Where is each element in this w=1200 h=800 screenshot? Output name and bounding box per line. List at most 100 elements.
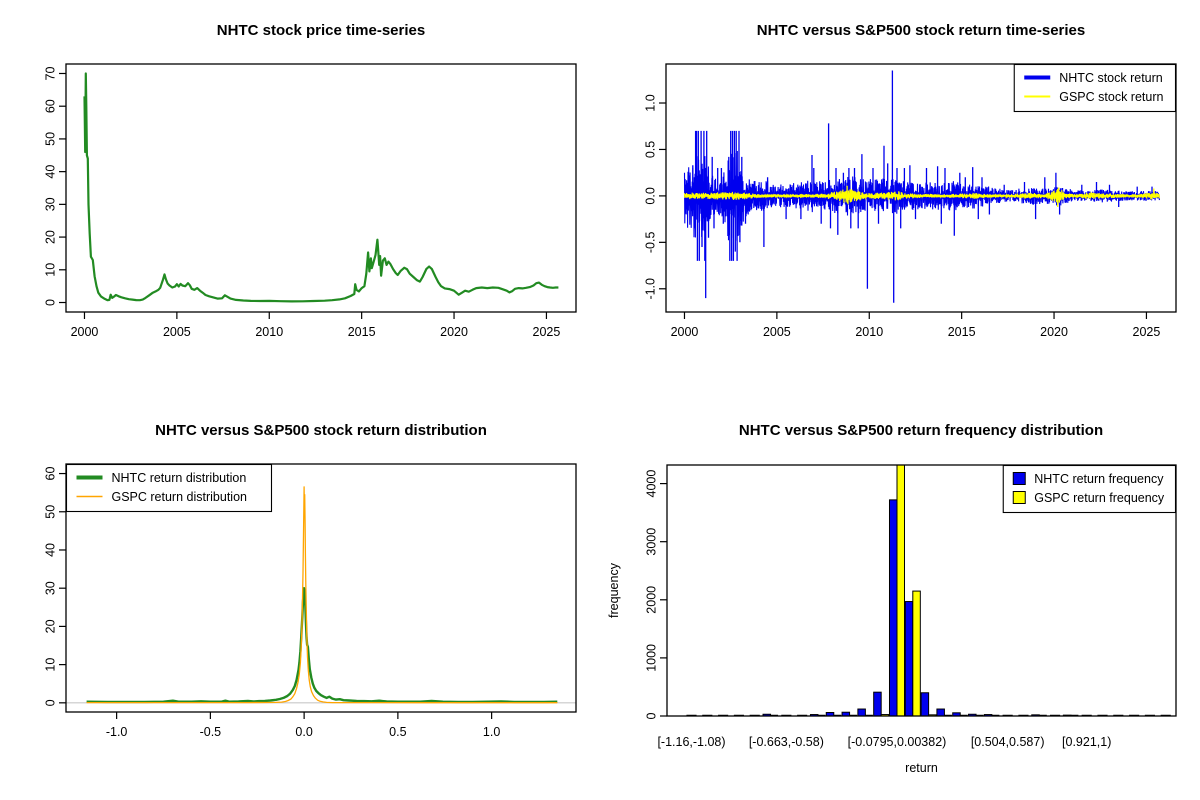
chart-price-panel: NHTC stock price time-series 0 10 20 30 40 50…: [0, 0, 600, 400]
legend-label: GSPC return frequency: [1034, 491, 1165, 505]
y-tick-label: 4000: [644, 470, 658, 498]
x-axis-label: return: [905, 761, 938, 775]
hist-bar: [983, 714, 993, 716]
x-tick-label: 2005: [763, 325, 791, 339]
x-tick-label: [-0.0795,0.00382): [848, 735, 947, 749]
series-spikes: [692, 70, 1153, 303]
y-tick-label: 0: [644, 712, 658, 719]
series-nhtc-stock-price: [83, 72, 559, 303]
x-tick-label: 0.0: [295, 725, 312, 739]
legend-box-swatch: [1012, 491, 1026, 504]
y-tick-label: 2000: [644, 586, 658, 614]
plot-box: [666, 464, 1177, 717]
series-group: [86, 486, 558, 704]
x-tick-label: 2025: [1133, 325, 1161, 339]
series-group: [83, 72, 559, 303]
hist-bar: [841, 711, 851, 716]
y-tick-label: 0.0: [643, 187, 657, 204]
legend-label: GSPC stock return: [1059, 90, 1163, 104]
plot-box: [665, 63, 1177, 313]
x-tick-label: 2000: [71, 325, 99, 339]
x-tick-label: 2015: [348, 325, 376, 339]
y-tick-label: 20: [43, 619, 57, 633]
legend-label: NHTC return frequency: [1034, 472, 1164, 486]
series-spikes: [846, 185, 1155, 207]
y-tick-label: 40: [43, 165, 57, 179]
legend: NHTC return distribution GSPC return dist…: [65, 463, 273, 513]
y-tick-label: 0: [43, 299, 57, 306]
chart-density-panel: NHTC versus S&P500 stock return distribu…: [0, 400, 600, 800]
y-tick-label: 40: [43, 543, 57, 557]
y-tick-label: 1000: [644, 644, 658, 672]
x-tick-label: 2020: [440, 325, 468, 339]
chart-title-price: NHTC stock price time-series: [216, 22, 426, 39]
chart-title-returns: NHTC versus S&P500 stock return time-ser…: [756, 22, 1086, 39]
y-tick-label: 20: [43, 230, 57, 244]
y-tick-label: 70: [43, 66, 57, 80]
y-tick-label: 50: [43, 505, 57, 519]
legend: NHTC return frequency GSPC return frequen…: [1002, 464, 1177, 514]
axes: 0 10 20 30 40 50 60 70 2000 2005 2010 2015 2020 2025: [43, 66, 560, 339]
axes: 0 1000 2000 3000 4000 frequency return [-1.16,-…: [607, 470, 1111, 775]
legend-label: NHTC stock return: [1059, 71, 1163, 85]
hist-bar: [857, 708, 866, 716]
x-tick-label: 2010: [255, 325, 283, 339]
x-tick-label: -1.0: [106, 725, 128, 739]
x-tick-label: 2015: [948, 325, 976, 339]
legend: NHTC stock return GSPC stock return: [1013, 63, 1177, 113]
chart-title-density: NHTC versus S&P500 stock return distribu…: [155, 422, 487, 439]
y-tick-label: 50: [43, 132, 57, 146]
hist-bar: [888, 499, 898, 716]
x-tick-label: 2005: [163, 325, 191, 339]
series-group: [683, 70, 1160, 303]
plot-box: [65, 463, 577, 713]
x-tick-label: 1.0: [483, 725, 500, 739]
y-tick-label: 1.0: [643, 94, 657, 111]
x-tick-label: 2025: [533, 325, 561, 339]
y-tick-label: 10: [43, 263, 57, 277]
hist-bar: [873, 691, 882, 716]
x-tick-label: [0.921,1): [1062, 735, 1111, 749]
x-tick-label: 0.5: [389, 725, 406, 739]
axes: 0 10 20 30 40 50 60 -1.0 -0.5 0.0 0.5 1.0: [43, 467, 500, 739]
series-nhtc-return-distribution: [86, 587, 558, 704]
chart-histogram-panel: NHTC versus S&P500 return frequency dist…: [600, 400, 1200, 800]
chart-density-svg: 0 10 20 30 40 50 60 -1.0 -0.5 0.0 0.5 1.0 NHTC retur…: [43, 463, 577, 739]
x-tick-label: [0.504,0.587): [971, 735, 1045, 749]
y-tick-label: 30: [43, 197, 57, 211]
y-axis-label: frequency: [607, 562, 621, 618]
series-gspc-stock-return: [683, 188, 1160, 204]
y-tick-label: 3000: [644, 528, 658, 556]
chart-histogram-svg: 0 1000 2000 3000 4000 frequency return [-1.16,-…: [607, 464, 1177, 775]
legend-label: NHTC return distribution: [112, 471, 247, 485]
x-tick-label: [-1.16,-1.08): [657, 735, 725, 749]
hist-bar: [912, 590, 921, 716]
axes: -1.0 -0.5 0.0 0.5 1.0 2000 2005 2010 2015 2020 202…: [643, 94, 1160, 339]
y-tick-label: 60: [43, 99, 57, 113]
y-tick-label: 0: [43, 699, 57, 706]
chart-title-histogram: NHTC versus S&P500 return frequency dist…: [738, 422, 1104, 439]
hist-bar: [952, 712, 961, 716]
hist-bar: [880, 714, 890, 716]
y-tick-label: -1.0: [643, 278, 657, 300]
hist-bar: [896, 465, 906, 716]
y-tick-label: 10: [43, 658, 57, 672]
y-tick-label: -0.5: [643, 232, 657, 254]
chart-returns-panel: NHTC versus S&P500 stock return time-ser…: [600, 0, 1200, 400]
x-tick-label: 2000: [671, 325, 699, 339]
y-tick-label: 30: [43, 581, 57, 595]
plot-box: [65, 63, 577, 313]
series-gspc-return-distribution: [86, 486, 558, 704]
x-tick-label: [-0.663,-0.58): [749, 735, 824, 749]
chart-price-svg: 0 10 20 30 40 50 60 70 2000 2005 2010 2015 2020 2025: [43, 63, 577, 339]
x-tick-label: -0.5: [200, 725, 222, 739]
hist-bar: [904, 601, 914, 716]
y-tick-label: 60: [43, 467, 57, 481]
legend-label: GSPC return distribution: [112, 490, 248, 504]
hist-bar: [920, 692, 930, 716]
hist-bar: [936, 708, 945, 716]
y-tick-label: 0.5: [643, 141, 657, 158]
legend-box-swatch: [1012, 472, 1026, 485]
chart-returns-svg: -1.0 -0.5 0.0 0.5 1.0 2000 2005 2010 2015 2020 202…: [643, 63, 1177, 339]
